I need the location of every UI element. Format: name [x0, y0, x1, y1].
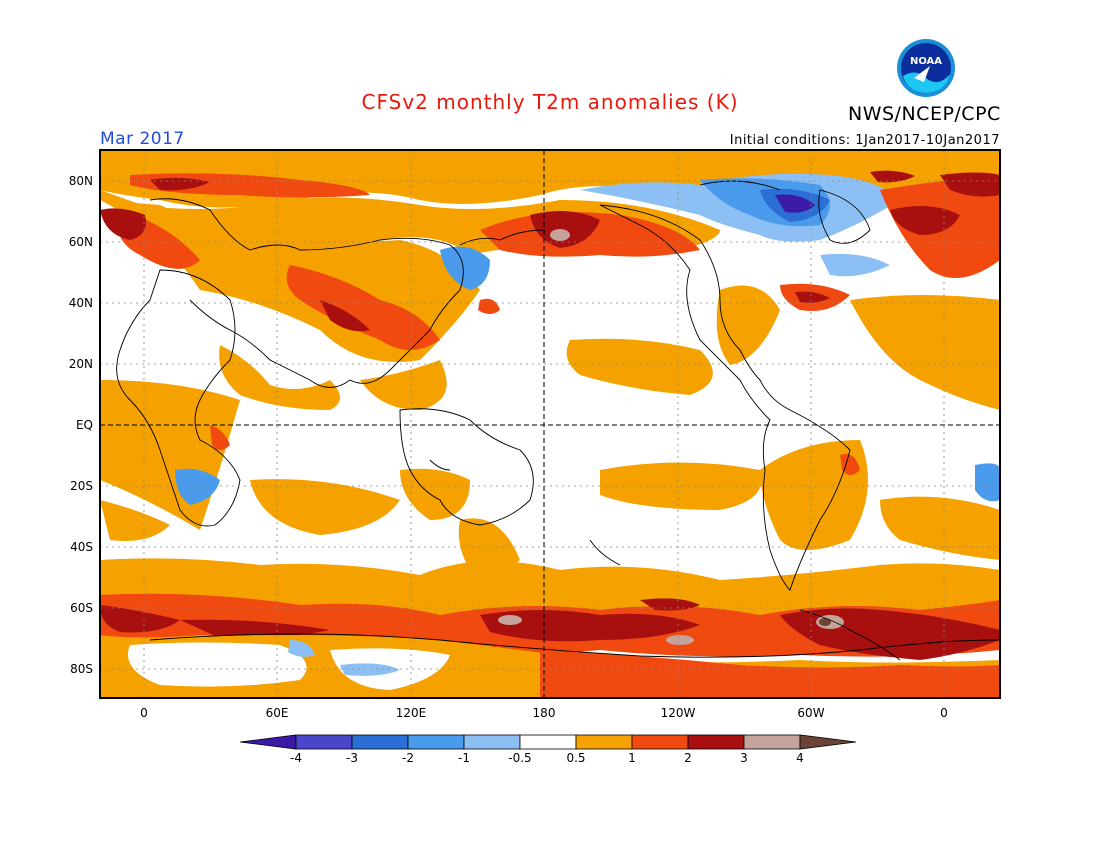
colorbar-swatch	[351, 734, 409, 750]
colorbar-tick-label: -1	[458, 751, 470, 765]
colorbar-swatch	[463, 734, 521, 750]
colorbar-tick-label: 2	[684, 751, 692, 765]
colorbar-tick-label: -3	[346, 751, 358, 765]
lat-label: 80N	[69, 174, 93, 188]
lon-label: 60W	[797, 706, 824, 720]
agency-label: NWS/NCEP/CPC	[848, 103, 1001, 125]
lon-label: 0	[140, 706, 148, 720]
forecast-month-label: Mar 2017	[100, 129, 185, 149]
chart-title: CFSv2 monthly T2m anomalies (K)	[361, 90, 739, 114]
colorbar-labels: -4 -3 -2 -1 -0.5 0.5 1 2 3 4	[290, 751, 804, 765]
colorbar-tick-label: 4	[796, 751, 804, 765]
colorbar-swatch	[295, 734, 353, 750]
colorbar-swatch	[631, 734, 689, 750]
colorbar-swatch	[407, 734, 465, 750]
colorbar-swatch	[519, 734, 577, 750]
colorbar-swatch	[575, 734, 633, 750]
graticule	[100, 150, 1000, 698]
lat-label: 20S	[70, 479, 93, 493]
lon-label: 60E	[266, 706, 289, 720]
noaa-logo-text: NOAA	[910, 56, 942, 67]
colorbar-arrow-high	[799, 734, 857, 750]
lat-label: 40S	[70, 540, 93, 554]
initial-conditions-label: Initial conditions: 1Jan2017-10Jan2017	[729, 133, 1000, 148]
colorbar-swatch	[743, 734, 801, 750]
colorbar-arrow-low	[239, 734, 297, 750]
colorbar-swatches	[239, 734, 857, 750]
lat-label: 20N	[69, 357, 93, 371]
lat-label: 40N	[69, 296, 93, 310]
map-frame	[99, 149, 1001, 699]
lat-label: 60S	[70, 601, 93, 615]
lat-label: 80S	[70, 662, 93, 676]
coastlines	[116, 180, 1000, 661]
colorbar-tick-label: -2	[402, 751, 414, 765]
lon-label: 180	[533, 706, 556, 720]
noaa-logo-icon: NOAA	[897, 39, 955, 97]
anomaly-map: 80N 60N 40N 20N EQ 20S 40S 60S 80S 0 60E…	[69, 149, 1001, 720]
latitude-labels: 80N 60N 40N 20N EQ 20S 40S 60S 80S	[69, 174, 93, 676]
colorbar-swatch	[687, 734, 745, 750]
colorbar-tick-label: -0.5	[508, 751, 531, 765]
lon-label: 0	[940, 706, 948, 720]
anomaly-field	[100, 150, 1000, 698]
equator-and-dateline	[100, 150, 1000, 698]
colorbar-tick-label: -4	[290, 751, 302, 765]
lon-label: 120E	[396, 706, 427, 720]
colorbar-tick-label: 3	[740, 751, 748, 765]
lat-label: 60N	[69, 235, 93, 249]
lon-label: 120W	[661, 706, 696, 720]
colorbar-tick-label: 0.5	[566, 751, 585, 765]
lat-label: EQ	[76, 418, 93, 432]
colorbar-tick-label: 1	[628, 751, 636, 765]
longitude-labels: 0 60E 120E 180 120W 60W 0	[140, 706, 948, 720]
